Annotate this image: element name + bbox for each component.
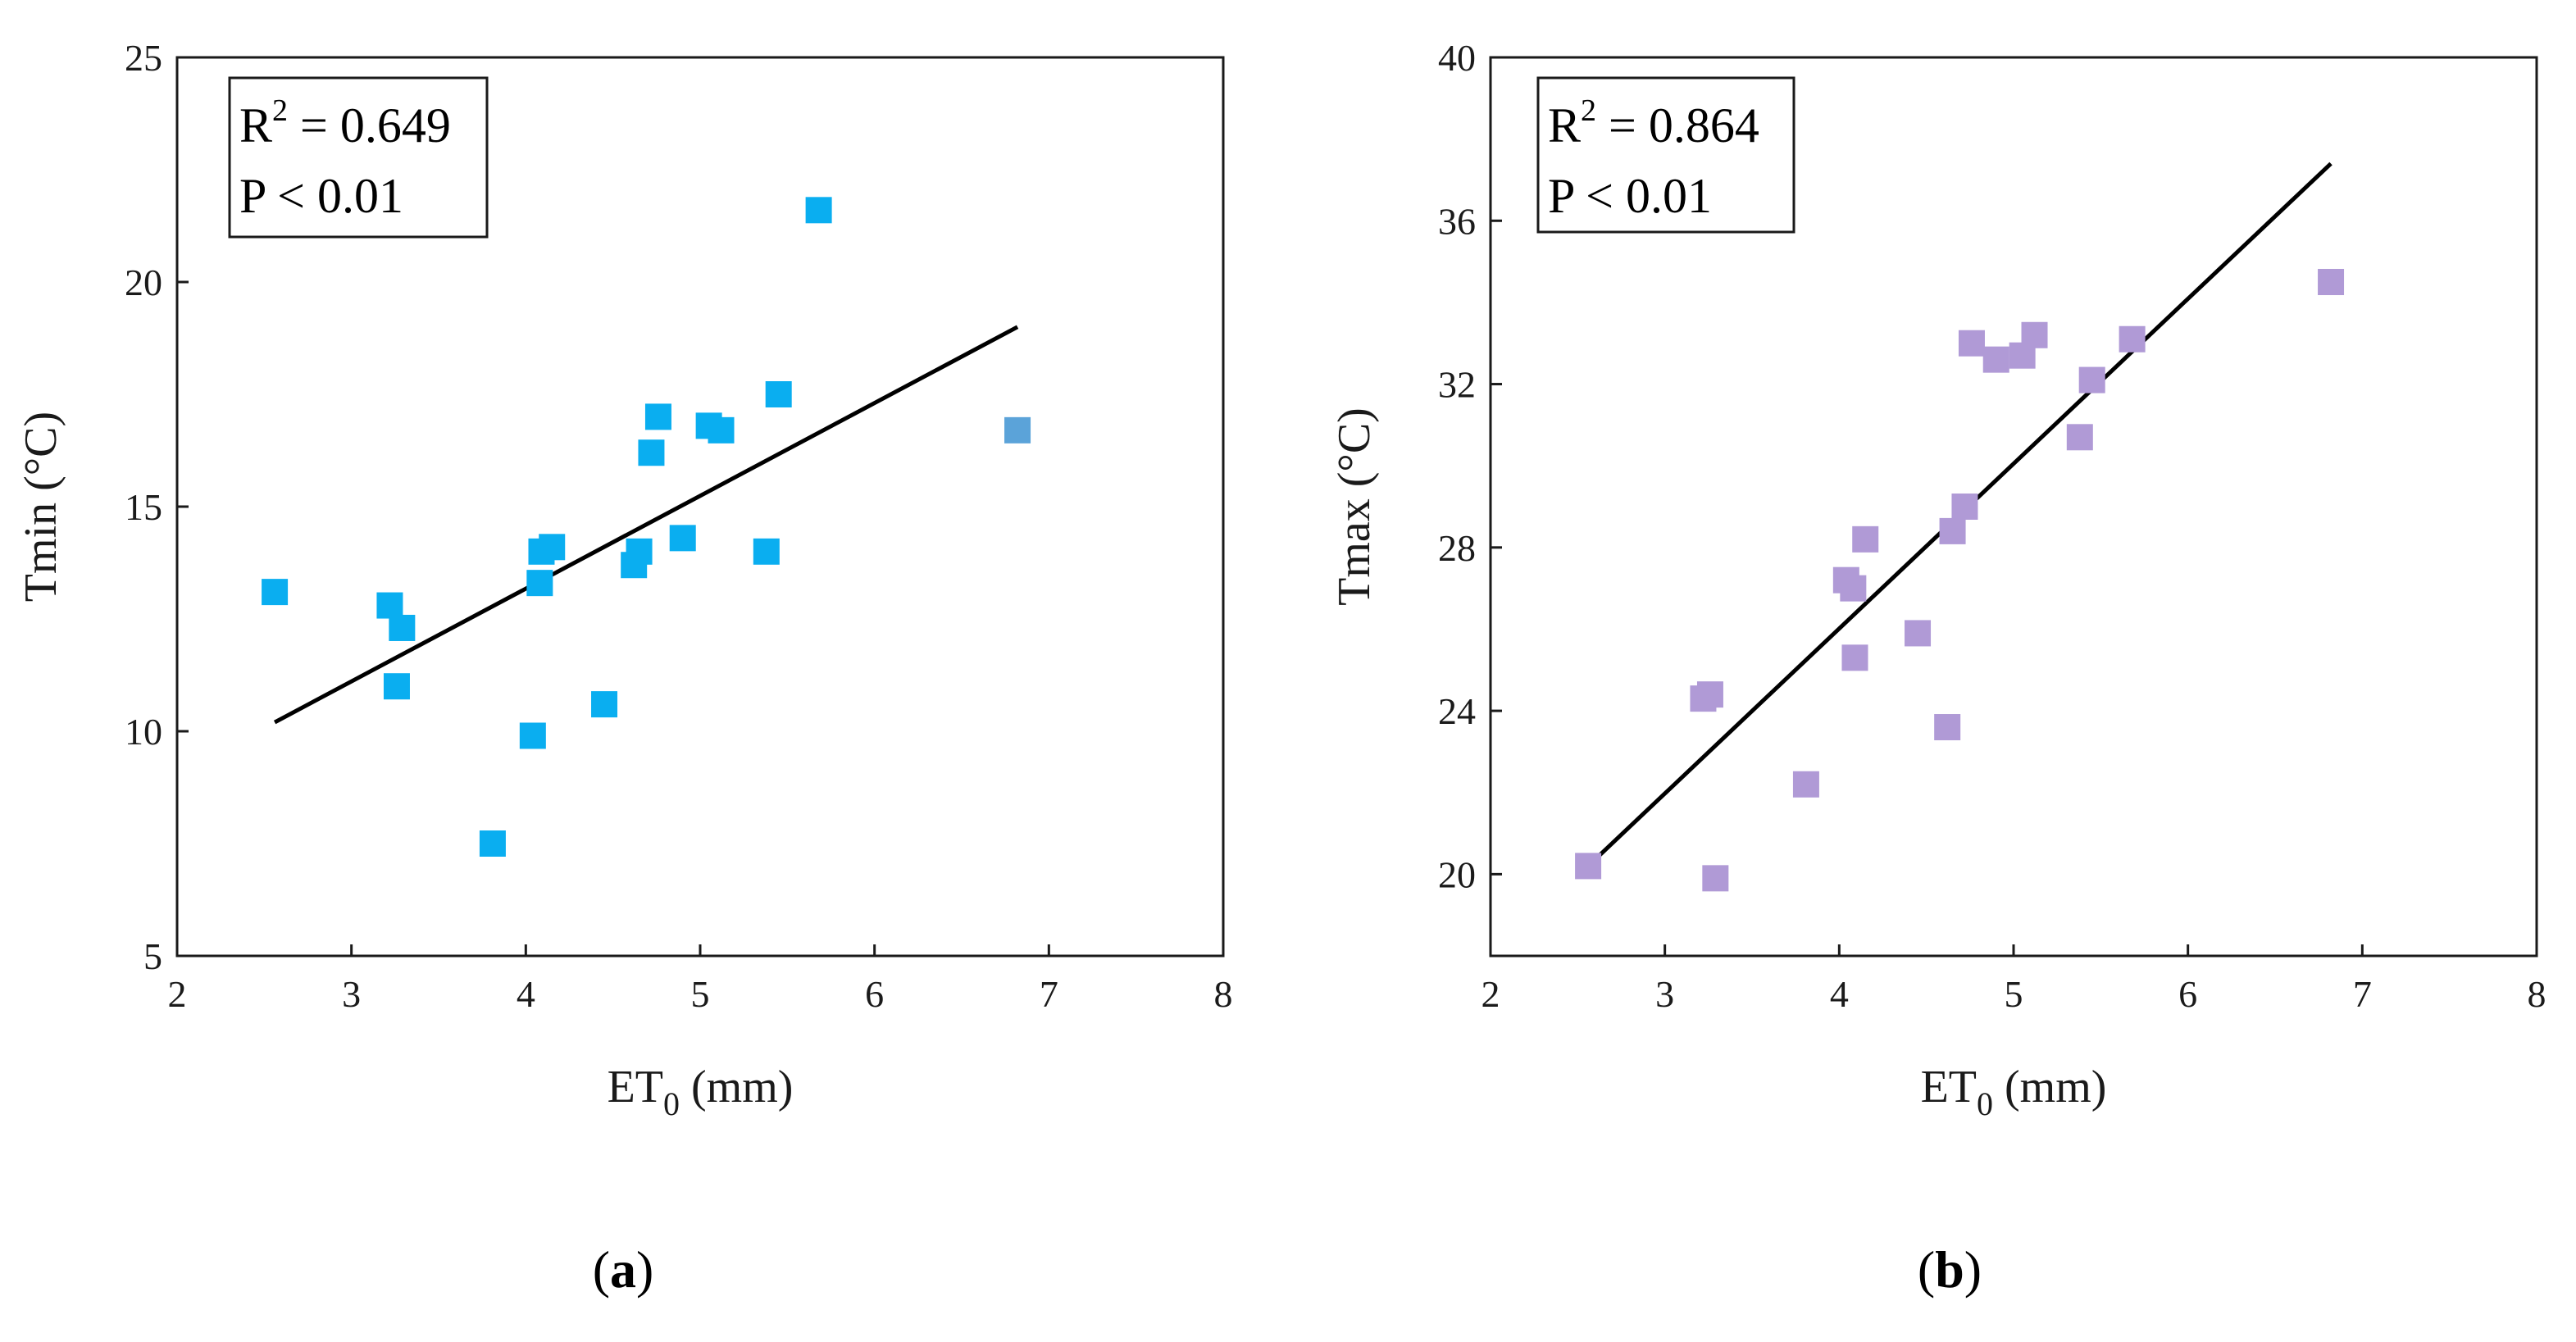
data-point xyxy=(1702,865,1729,892)
data-point xyxy=(1852,525,1879,553)
x-tick-label: 7 xyxy=(1040,973,1058,1015)
x-tick-label: 5 xyxy=(691,973,710,1015)
data-point xyxy=(2318,269,2345,295)
panel-label-letter: b xyxy=(1935,1240,1964,1299)
panel-label-open-paren: ( xyxy=(593,1240,610,1299)
data-point xyxy=(2078,366,2105,394)
data-point xyxy=(1792,771,1819,798)
x-tick-label: 5 xyxy=(2005,973,2023,1015)
data-point xyxy=(1958,330,1985,357)
data-point xyxy=(1934,714,1961,741)
data-point xyxy=(591,691,618,718)
data-point xyxy=(1840,575,1867,602)
y-tick-label: 15 xyxy=(125,486,162,528)
p-value-text: P < 0.01 xyxy=(1548,169,1712,223)
data-point xyxy=(479,830,506,857)
x-tick-label: 2 xyxy=(168,973,187,1015)
x-axis-label-unit: (mm) xyxy=(1993,1062,2106,1112)
x-tick-label: 3 xyxy=(1655,973,1674,1015)
data-point xyxy=(626,538,653,565)
data-point xyxy=(383,673,410,700)
data-point xyxy=(1905,620,1932,647)
r-squared-text: R2 = 0.864 xyxy=(1548,93,1759,152)
x-tick-label: 3 xyxy=(342,973,361,1015)
data-point xyxy=(2066,424,2093,451)
y-tick-label: 40 xyxy=(1438,37,1476,79)
x-tick-label: 7 xyxy=(2353,973,2372,1015)
y-tick-label: 28 xyxy=(1438,527,1476,569)
y-tick-label: 32 xyxy=(1438,364,1476,406)
data-point xyxy=(669,525,696,552)
r-squared-superscript: 2 xyxy=(272,93,288,128)
x-axis-label-main: ET xyxy=(1921,1062,1977,1112)
r-squared-superscript: 2 xyxy=(1581,93,1596,128)
x-axis-label-subscript: 0 xyxy=(663,1085,680,1122)
data-point xyxy=(644,403,671,430)
data-point xyxy=(1951,494,1978,520)
y-tick-label: 24 xyxy=(1438,690,1476,732)
r-squared-value: = 0.864 xyxy=(1596,98,1759,152)
x-tick-label: 8 xyxy=(1214,973,1233,1015)
panel-label-close-paren: ) xyxy=(1964,1240,1982,1299)
data-point xyxy=(1696,681,1723,708)
panel-label-close-paren: ) xyxy=(636,1240,653,1299)
data-point xyxy=(708,416,735,444)
data-point xyxy=(1004,416,1031,444)
y-axis-label: Tmax (°C) xyxy=(1329,407,1380,606)
x-axis-label-main: ET xyxy=(608,1062,663,1112)
data-point xyxy=(638,439,665,466)
r-squared-value: = 0.649 xyxy=(288,98,451,152)
stats-box xyxy=(1536,76,1795,234)
data-point xyxy=(526,570,553,597)
data-point xyxy=(765,381,792,407)
stats-box xyxy=(228,76,489,239)
r-squared-prefix: R xyxy=(239,98,272,152)
data-point xyxy=(539,534,566,561)
data-point xyxy=(1575,853,1602,880)
y-tick-label: 5 xyxy=(143,935,162,977)
x-axis-label: ET0 (mm) xyxy=(1921,1062,2107,1122)
data-point xyxy=(1841,644,1868,671)
x-tick-label: 8 xyxy=(2528,973,2546,1015)
x-tick-label: 6 xyxy=(2178,973,2197,1015)
trend-line xyxy=(273,325,1019,725)
data-point xyxy=(1982,346,2009,373)
r-squared-prefix: R xyxy=(1548,98,1581,152)
data-point xyxy=(753,538,780,565)
data-point xyxy=(262,579,289,606)
data-point xyxy=(805,197,832,224)
y-tick-label: 36 xyxy=(1438,200,1476,242)
x-tick-label: 4 xyxy=(517,973,535,1015)
data-point xyxy=(2021,321,2048,348)
p-value-text: P < 0.01 xyxy=(239,169,403,223)
y-tick-label: 20 xyxy=(1438,853,1476,895)
panel-label-open-paren: ( xyxy=(1918,1240,1935,1299)
panel-label: (a) xyxy=(593,1240,654,1299)
y-axis-label: Tmin (°C) xyxy=(16,412,66,602)
data-point xyxy=(1939,517,1966,544)
panel-label-letter: a xyxy=(610,1240,636,1299)
y-tick-label: 10 xyxy=(125,711,162,753)
x-tick-label: 2 xyxy=(1481,973,1500,1015)
data-point xyxy=(2119,325,2146,353)
x-tick-label: 4 xyxy=(1830,973,1849,1015)
y-tick-label: 25 xyxy=(125,37,162,79)
x-axis-label: ET0 (mm) xyxy=(608,1062,794,1122)
x-tick-label: 6 xyxy=(865,973,884,1015)
data-point xyxy=(389,614,416,641)
x-axis-label-subscript: 0 xyxy=(1977,1085,1993,1122)
panel-label: (b) xyxy=(1918,1240,1982,1299)
x-axis-label-unit: (mm) xyxy=(680,1062,793,1112)
r-squared-text: R2 = 0.649 xyxy=(239,93,451,152)
data-point xyxy=(376,592,403,619)
y-tick-label: 20 xyxy=(125,262,162,303)
data-point xyxy=(519,722,546,749)
